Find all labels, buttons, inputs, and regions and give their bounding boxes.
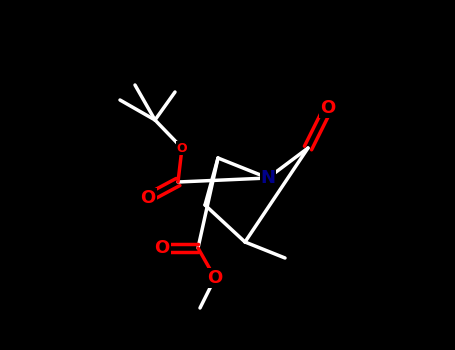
Text: O: O: [154, 239, 170, 257]
Text: O: O: [141, 189, 156, 207]
Text: O: O: [320, 99, 336, 117]
Text: O: O: [177, 141, 187, 154]
Text: N: N: [261, 169, 275, 187]
Text: O: O: [207, 269, 222, 287]
